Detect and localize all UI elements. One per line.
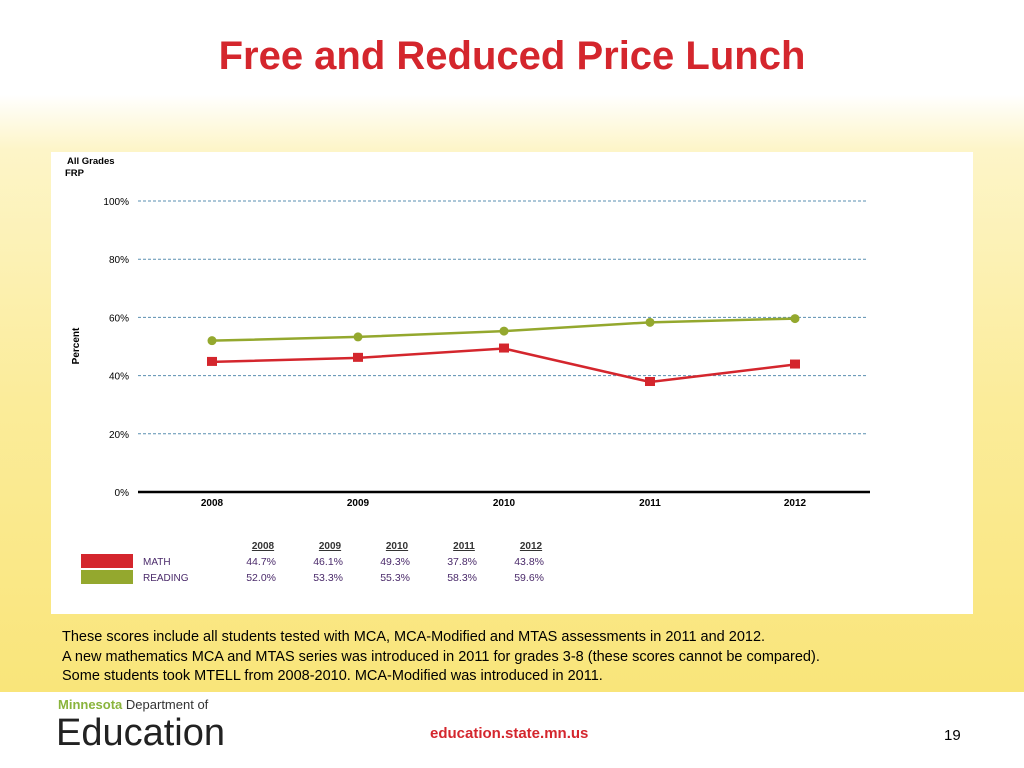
table-header: 2011	[453, 541, 475, 552]
chart-panel: All Grades FRP Percent 0% 20% 40% 60% 80% 100% 20…	[51, 152, 973, 614]
y-tick-label: 80%	[109, 255, 129, 266]
table-value: 43.8%	[514, 556, 544, 568]
legend-swatch-reading	[81, 570, 133, 584]
data-point	[499, 343, 509, 353]
table-value: 49.3%	[380, 556, 410, 568]
table-value: 37.8%	[447, 556, 477, 568]
table-header: 2009	[319, 541, 342, 552]
chart-title: All Grades	[67, 156, 115, 167]
data-point	[790, 314, 800, 324]
data-point	[353, 332, 363, 342]
data-point	[790, 359, 800, 369]
logo-education: Education	[56, 712, 226, 754]
data-point	[645, 317, 655, 327]
y-tick-label: 60%	[109, 313, 129, 324]
note-1: These scores include all students tested…	[62, 629, 766, 645]
data-point	[207, 336, 217, 346]
note-3: Some students took MTELL from 2008-2010.…	[62, 668, 603, 684]
footer-url[interactable]: education.state.mn.us	[430, 725, 589, 742]
y-tick-label: 20%	[109, 430, 129, 441]
legend-label: READING	[143, 573, 189, 584]
table-header: 2010	[386, 541, 409, 552]
data-point	[499, 326, 509, 336]
table-value: 46.1%	[313, 556, 343, 568]
table-value: 53.3%	[313, 572, 343, 584]
table-value: 58.3%	[447, 572, 477, 584]
table-header: 2012	[520, 541, 543, 552]
page-number: 19	[944, 727, 961, 744]
x-tick-label: 2011	[639, 498, 661, 509]
data-point	[207, 356, 217, 366]
y-axis-label: Percent	[71, 327, 82, 364]
table-value: 55.3%	[380, 572, 410, 584]
footer	[0, 692, 1024, 768]
y-tick-label: 100%	[103, 197, 129, 208]
x-tick-label: 2008	[201, 498, 224, 509]
table-value: 59.6%	[514, 572, 544, 584]
note-2: A new mathematics MCA and MTAS series wa…	[62, 649, 820, 665]
x-tick-label: 2012	[784, 498, 807, 509]
series-line-math	[211, 347, 796, 384]
data-point	[353, 352, 363, 362]
slide-title: Free and Reduced Price Lunch	[218, 34, 806, 78]
legend-label: MATH	[143, 557, 171, 568]
logo-top: Minnesota Department of	[58, 697, 209, 712]
table-value: 44.7%	[246, 556, 276, 568]
x-tick-label: 2009	[347, 498, 370, 509]
legend-swatch-math	[81, 554, 133, 568]
chart-subtitle: FRP	[65, 168, 85, 179]
table-value: 52.0%	[246, 572, 276, 584]
data-point	[645, 377, 655, 387]
x-tick-label: 2010	[493, 498, 516, 509]
table-header: 2008	[252, 541, 275, 552]
y-tick-label: 0%	[115, 488, 130, 499]
y-tick-label: 40%	[109, 372, 129, 383]
